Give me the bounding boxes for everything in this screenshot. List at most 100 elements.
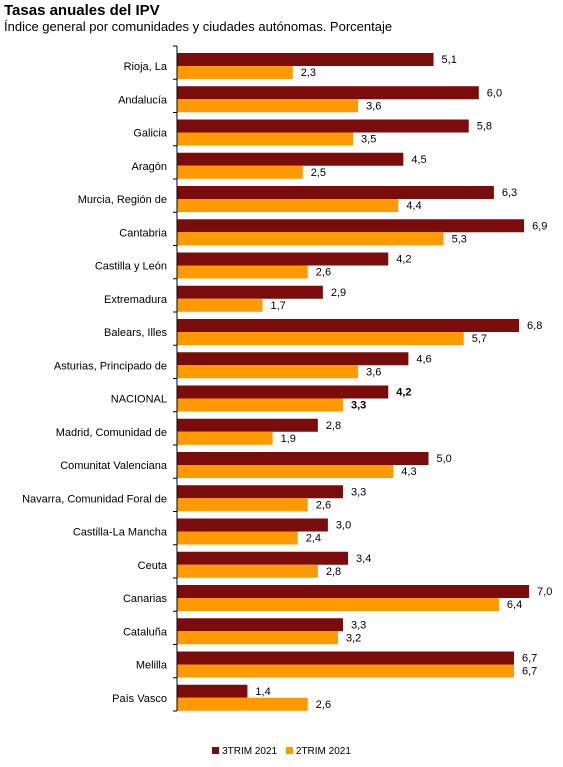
bar-series-2 — [177, 298, 263, 312]
data-label-series-2: 2,6 — [316, 699, 331, 711]
category-label: Andalucía — [118, 94, 168, 106]
data-label-series-2: 5,7 — [472, 333, 487, 345]
bar-series-2 — [177, 431, 273, 445]
data-label-series-1: 4,5 — [411, 154, 426, 166]
data-label-series-1: 6,7 — [522, 653, 537, 665]
category-label: Cantabria — [119, 227, 168, 239]
category-label: Rioja, La — [124, 61, 168, 73]
bar-series-2 — [177, 265, 308, 279]
data-label-series-2: 3,5 — [361, 134, 376, 146]
bar-series-2 — [177, 564, 318, 578]
data-label-series-1: 5,0 — [437, 453, 452, 465]
data-label-series-2: 3,6 — [366, 366, 381, 378]
bar-series-2 — [177, 332, 464, 345]
bar-series-2 — [177, 498, 308, 512]
data-label-series-2: 4,3 — [401, 466, 416, 478]
data-label-series-1: 3,3 — [351, 619, 366, 631]
data-label-series-2: 1,7 — [271, 300, 286, 312]
category-label: Navarra, Comunidad Foral de — [22, 493, 167, 505]
legend-swatch-series-2 — [285, 747, 293, 754]
data-label-series-1: 2,8 — [326, 420, 341, 432]
data-label-series-1: 1,4 — [255, 686, 270, 698]
category-label: Ceuta — [138, 560, 168, 572]
bar-series-2 — [177, 66, 293, 79]
bar-series-1 — [177, 252, 389, 266]
data-label-series-2: 2,6 — [316, 499, 331, 511]
category-label: Aragón — [132, 161, 167, 173]
bar-series-1 — [177, 352, 409, 366]
data-label-series-1: 5,8 — [477, 121, 492, 133]
bar-series-1 — [177, 152, 404, 166]
data-label-series-2: 6,7 — [522, 666, 537, 678]
bar-series-1 — [177, 551, 349, 565]
bar-series-1 — [177, 285, 323, 299]
category-label: Murcia, Región de — [78, 194, 167, 206]
bar-series-2 — [177, 365, 359, 379]
data-label-series-1: 6,9 — [532, 220, 547, 232]
bar-series-1 — [177, 585, 530, 598]
bar-series-1 — [177, 385, 389, 399]
bar-series-1 — [177, 518, 328, 532]
category-label: Extremadura — [104, 294, 168, 306]
bar-series-2 — [177, 99, 359, 113]
category-label: Canarias — [123, 593, 168, 605]
bar-series-1 — [177, 119, 469, 133]
category-label: Castilla-La Mancha — [73, 527, 168, 539]
data-label-series-1: 7,0 — [537, 586, 552, 598]
bar-series-1 — [177, 53, 434, 66]
bar-series-2 — [177, 531, 298, 545]
data-label-series-1: 4,6 — [416, 353, 431, 365]
data-label-series-2: 3,6 — [366, 100, 381, 112]
data-label-series-1: 4,2 — [396, 254, 411, 266]
bar-series-2 — [177, 465, 394, 478]
data-label-series-1: 3,4 — [356, 553, 371, 565]
data-label-series-2: 5,3 — [452, 233, 467, 245]
data-label-series-1: 2,9 — [331, 287, 346, 299]
bar-series-1 — [177, 86, 479, 100]
category-label: NACIONAL — [111, 394, 167, 406]
legend-item-series-2: 2TRIM 2021 — [285, 746, 351, 757]
bar-series-2 — [177, 631, 338, 645]
bar-series-2 — [177, 664, 515, 678]
data-label-series-2: 1,9 — [281, 433, 296, 445]
data-label-series-2: 4,4 — [406, 200, 421, 212]
data-label-series-1: 4,2 — [396, 387, 411, 399]
category-label: Cataluña — [123, 626, 168, 638]
chart-subtitle: Índice general por comunidades y ciudade… — [4, 19, 393, 34]
data-label-series-2: 2,3 — [301, 67, 316, 79]
data-label-series-1: 3,3 — [351, 486, 366, 498]
category-label: Galicia — [133, 128, 168, 140]
category-label: Madrid, Comunidad de — [56, 427, 167, 439]
data-label-series-1: 6,8 — [527, 320, 542, 332]
bar-series-1 — [177, 219, 525, 233]
bar-series-1 — [177, 186, 494, 199]
legend-swatch-series-1 — [212, 747, 220, 754]
data-label-series-2: 3,3 — [351, 400, 366, 412]
data-label-series-2: 3,2 — [346, 632, 361, 644]
data-label-series-2: 2,8 — [326, 566, 341, 578]
data-label-series-1: 6,0 — [487, 87, 502, 99]
data-label-series-2: 2,4 — [306, 533, 321, 545]
data-label-series-1: 3,0 — [336, 520, 351, 532]
bar-series-2 — [177, 697, 308, 711]
bar-series-1 — [177, 452, 429, 465]
category-label: Melilla — [136, 660, 168, 672]
legend-label-series-1: 3TRIM 2021 — [222, 746, 278, 757]
data-label-series-1: 5,1 — [442, 54, 457, 66]
chart-title: Tasas anuales del IPV — [4, 2, 160, 19]
legend: 3TRIM 2021 2TRIM 2021 — [0, 746, 563, 757]
category-label: Balears, Illes — [104, 327, 167, 339]
bar-series-2 — [177, 199, 399, 212]
bar-series-1 — [177, 618, 343, 632]
data-label-series-2: 2,6 — [316, 267, 331, 279]
category-label: Comunitat Valenciana — [60, 460, 168, 472]
bar-series-1 — [177, 684, 248, 698]
data-label-series-2: 2,5 — [311, 167, 326, 179]
category-label: País Vasco — [112, 693, 167, 705]
data-label-series-1: 6,3 — [502, 187, 517, 199]
legend-label-series-2: 2TRIM 2021 — [295, 746, 351, 757]
bar-series-2 — [177, 132, 354, 146]
legend-item-series-1: 3TRIM 2021 — [212, 746, 277, 757]
category-label: Castilla y León — [95, 261, 167, 273]
